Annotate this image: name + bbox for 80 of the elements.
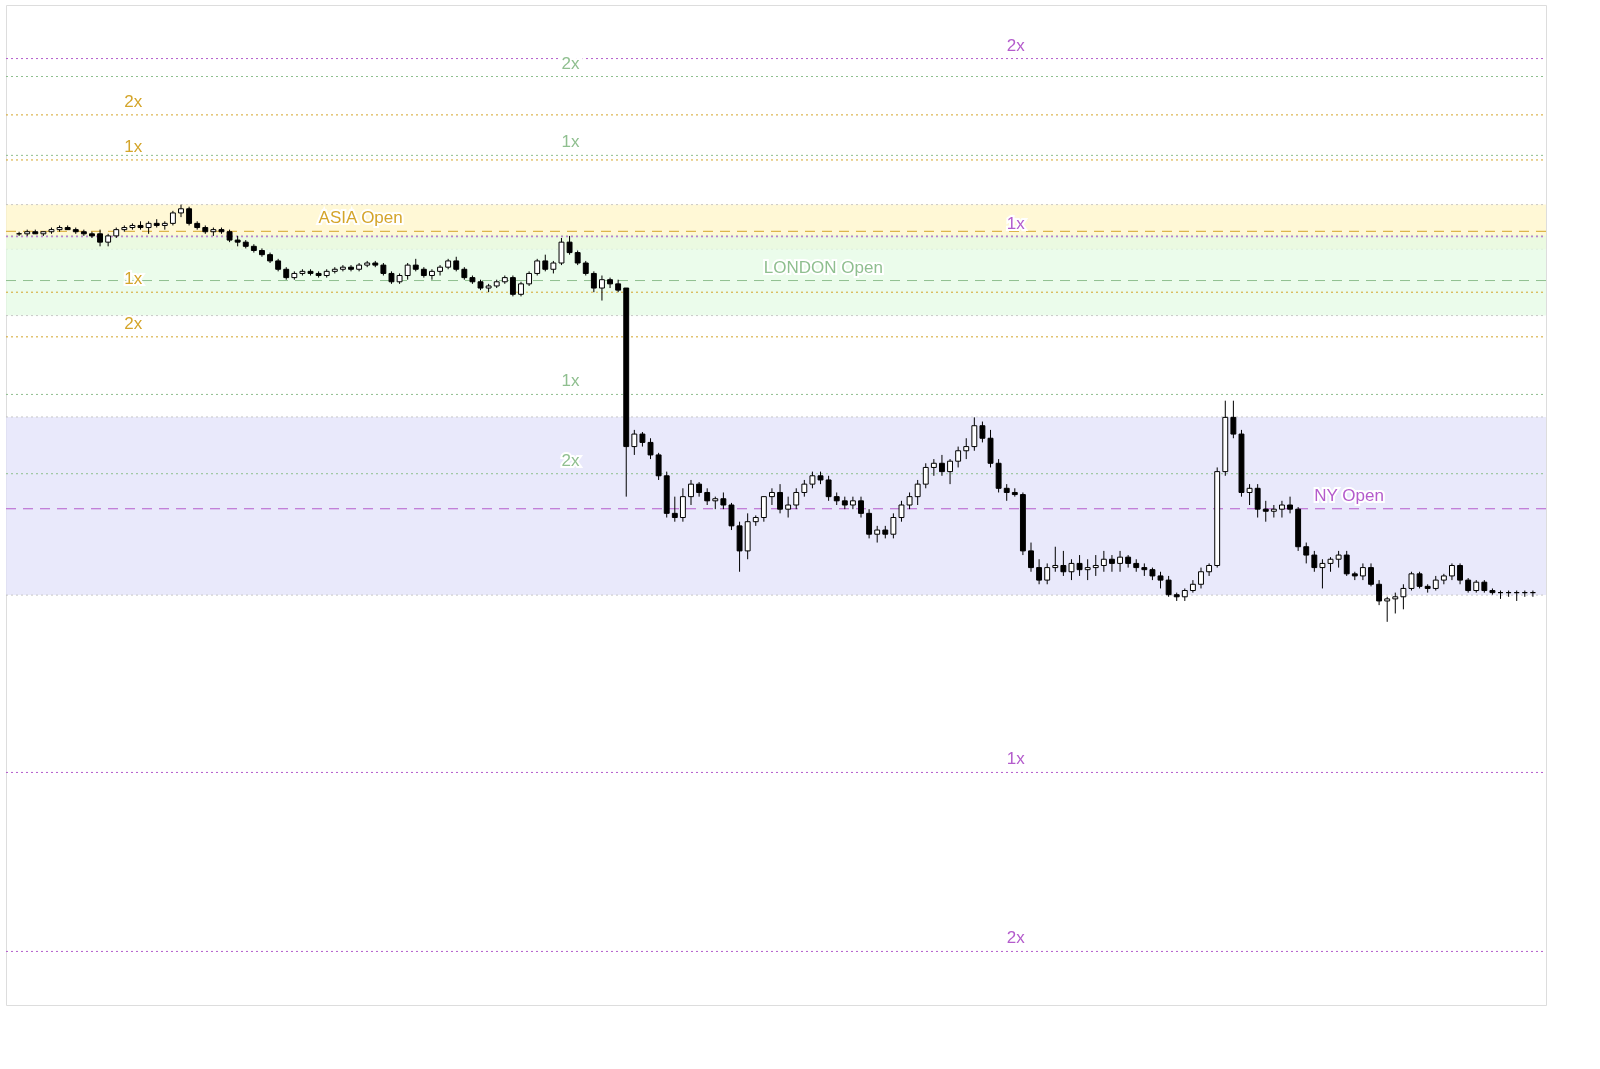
candlestick — [1230, 400, 1237, 439]
ref-line-label: 2x — [561, 53, 580, 73]
candlestick — [1254, 483, 1261, 519]
candlestick — [1392, 592, 1399, 614]
candlestick — [250, 243, 257, 254]
candlestick — [769, 487, 775, 506]
candlestick — [1189, 579, 1196, 594]
ref-line-label: 2x — [1006, 35, 1026, 55]
candlestick — [1368, 562, 1374, 587]
candlestick — [890, 512, 897, 539]
ref-line-label: 1x — [561, 371, 580, 391]
ref-line-label: ASIA Open — [318, 208, 403, 228]
candlestick — [1457, 562, 1463, 585]
candlestick — [671, 496, 678, 523]
ref-line-label: NY Open — [1314, 485, 1384, 505]
candlestick — [955, 446, 962, 468]
candlestick — [679, 487, 686, 523]
candlestick — [971, 416, 978, 452]
ref-line-label: 1x — [124, 136, 143, 156]
candlestick — [1125, 554, 1132, 569]
candlestick — [930, 458, 937, 477]
candlestick — [1117, 550, 1123, 573]
candlestick — [939, 454, 945, 477]
candlestick — [1279, 500, 1285, 519]
candlestick — [1311, 550, 1318, 573]
candlestick — [1100, 550, 1107, 573]
candlestick — [849, 496, 856, 510]
candlestick — [631, 429, 638, 456]
candlestick — [760, 496, 767, 523]
ref-line-label: 2x — [1006, 928, 1026, 948]
candlestick — [1262, 500, 1269, 523]
candlestick — [655, 452, 662, 481]
candlestick — [1084, 558, 1091, 581]
candlestick — [1044, 562, 1051, 585]
candlestick — [866, 508, 873, 539]
candlestick — [963, 437, 970, 460]
candlestick — [825, 475, 832, 502]
ref-line-label: LONDON Open — [763, 257, 883, 277]
candlestick — [186, 206, 193, 226]
ref-line-label: 2x — [124, 91, 143, 111]
candlestick — [1109, 554, 1115, 573]
ref-line-label: 2x — [561, 450, 580, 470]
candlestick — [590, 270, 597, 293]
candlestick — [1206, 562, 1213, 577]
candlestick — [80, 229, 87, 237]
candlestick — [509, 275, 516, 297]
candlestick — [947, 458, 953, 485]
candlestick — [1165, 575, 1172, 598]
candlestick — [688, 479, 694, 506]
candlestick — [914, 479, 921, 506]
ref-line-label: 1x — [1006, 213, 1026, 233]
candlestick — [1092, 554, 1099, 577]
candlestick — [429, 268, 435, 281]
ref-line-label: 2x — [124, 313, 143, 333]
candlestick — [922, 462, 929, 489]
candlestick — [1270, 504, 1277, 519]
candlestick — [1343, 550, 1350, 577]
candlestick — [178, 204, 184, 218]
ref-line-label: 1x — [561, 132, 580, 152]
candlestick — [793, 487, 800, 510]
candlestick — [1052, 546, 1059, 573]
candlestick — [437, 264, 443, 277]
candlestick — [1376, 579, 1383, 606]
candlestick — [858, 496, 864, 519]
candlestick — [1028, 542, 1034, 573]
candlestick — [339, 264, 346, 272]
candlestick — [777, 483, 783, 514]
candlestick — [785, 496, 792, 519]
candlestick — [1036, 558, 1043, 585]
candlestick — [1198, 567, 1204, 589]
candlestick — [1287, 496, 1293, 514]
candlestick — [599, 275, 605, 302]
candlestick — [1400, 583, 1407, 610]
ref-line-label: 1x — [1006, 749, 1026, 769]
candlestick — [1303, 542, 1310, 564]
candlestick — [348, 264, 354, 272]
ref-line-label: 1x — [124, 269, 143, 289]
candlestick — [259, 247, 265, 258]
candlestick — [1060, 550, 1067, 577]
candlestick — [1384, 596, 1391, 623]
